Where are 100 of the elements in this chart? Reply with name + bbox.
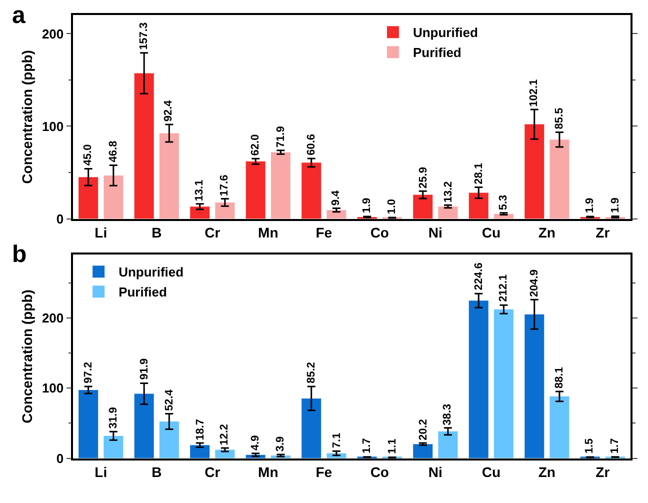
bar xyxy=(468,192,488,219)
x-tick-label: Li xyxy=(94,464,108,480)
text: a xyxy=(12,2,26,29)
data-label: 1.9 xyxy=(584,198,596,214)
bar xyxy=(246,161,266,219)
data-label: 3.9 xyxy=(274,436,287,452)
data-label: 1.5 xyxy=(584,438,596,454)
data-label: 31.9 xyxy=(107,407,120,429)
data-label: 1.9 xyxy=(361,198,374,214)
bar xyxy=(550,396,570,458)
data-label: 60.6 xyxy=(305,134,318,156)
bar xyxy=(159,133,179,219)
x-tick-label: Cu xyxy=(482,224,500,240)
bar xyxy=(104,436,124,458)
data-label: 1.9 xyxy=(609,198,622,213)
data-label: 1.7 xyxy=(608,438,621,454)
text: b xyxy=(12,241,27,268)
data-label: 12.2 xyxy=(218,424,230,446)
data-label: 1.7 xyxy=(360,438,373,454)
data-label: 204.9 xyxy=(528,270,541,298)
data-label: 88.1 xyxy=(553,367,566,388)
x-tick-label: B xyxy=(152,224,162,240)
data-label: 102.1 xyxy=(528,79,540,107)
bar xyxy=(468,300,488,458)
data-label: 85.5 xyxy=(554,108,566,130)
data-label: 25.9 xyxy=(417,167,430,188)
data-label: 7.1 xyxy=(330,432,343,448)
y-tick-label: 100 xyxy=(42,118,64,134)
bar xyxy=(494,309,514,458)
bar xyxy=(524,314,544,458)
x-tick-label: Zn xyxy=(538,464,556,480)
x-tick-label: Ni xyxy=(428,464,442,480)
y-axis-title: Concentration (ppb) xyxy=(19,290,36,424)
data-label: 52.4 xyxy=(163,388,176,411)
y-tick-label: 200 xyxy=(42,310,64,326)
x-tick-label: Mn xyxy=(258,224,278,240)
data-label: 92.4 xyxy=(162,99,175,122)
data-label: 4.9 xyxy=(250,435,262,451)
data-label: 5.3 xyxy=(497,194,510,210)
y-tick-label: 0 xyxy=(56,211,64,226)
x-tick-label: Co xyxy=(370,224,389,240)
x-tick-label: Ni xyxy=(428,224,442,240)
data-label: 46.8 xyxy=(108,140,120,162)
x-tick-label: Co xyxy=(370,464,389,480)
x-tick-label: Zn xyxy=(538,224,556,240)
data-label: 9.4 xyxy=(330,189,342,206)
data-label: 18.7 xyxy=(194,418,206,440)
y-tick-label: 100 xyxy=(42,380,64,396)
data-label: 85.2 xyxy=(305,362,318,384)
bar xyxy=(190,445,210,458)
data-label: 224.6 xyxy=(473,262,486,290)
data-label: 17.6 xyxy=(218,174,231,196)
bar xyxy=(302,398,322,458)
bar xyxy=(215,450,235,458)
bar xyxy=(190,206,210,219)
data-label: 38.3 xyxy=(442,404,454,426)
legend-label: Unpurified xyxy=(412,25,478,40)
bar xyxy=(438,206,458,219)
legend-label: Unpurified xyxy=(118,264,184,280)
x-tick-label: Cr xyxy=(204,224,221,240)
y-tick-label: 200 xyxy=(42,26,64,42)
data-label: 28.1 xyxy=(472,162,485,184)
x-tick-label: Cu xyxy=(482,464,500,480)
data-label: 157.3 xyxy=(138,22,150,50)
bar xyxy=(302,162,322,219)
bar xyxy=(413,444,433,458)
data-label: 62.0 xyxy=(249,134,262,156)
x-tick-label: Fe xyxy=(316,224,332,240)
bar xyxy=(413,194,433,219)
data-label: 13.2 xyxy=(442,181,454,203)
bar xyxy=(438,431,458,458)
data-label: 1.1 xyxy=(386,438,398,454)
legend-label: Purified xyxy=(412,45,462,60)
data-label: 1.0 xyxy=(386,198,398,214)
x-tick-label: Fe xyxy=(316,464,332,480)
bar xyxy=(270,152,290,219)
legend-label: Purified xyxy=(118,284,168,300)
y-axis-title: Concentration (ppb) xyxy=(19,50,36,184)
bar xyxy=(134,394,154,458)
data-label: 91.9 xyxy=(138,358,150,380)
x-tick-label: Li xyxy=(94,224,108,240)
y-tick-label: 0 xyxy=(56,450,64,466)
x-tick-label: Zr xyxy=(596,224,610,240)
bar xyxy=(104,175,124,219)
bar xyxy=(550,140,570,219)
data-label: 45.0 xyxy=(82,144,94,166)
x-tick-label: Mn xyxy=(258,464,278,480)
bar xyxy=(78,390,98,458)
x-tick-label: Zr xyxy=(596,464,610,480)
data-label: 20.2 xyxy=(417,418,430,440)
bar xyxy=(326,210,346,219)
data-label: 212.1 xyxy=(498,274,510,302)
bar xyxy=(78,177,98,219)
data-label: 71.9 xyxy=(274,126,287,148)
data-label: 97.2 xyxy=(82,362,94,384)
bar xyxy=(159,421,179,458)
x-tick-label: Cr xyxy=(204,464,221,480)
data-label: 13.1 xyxy=(193,180,206,202)
bar xyxy=(524,124,544,219)
x-tick-label: B xyxy=(152,464,162,480)
